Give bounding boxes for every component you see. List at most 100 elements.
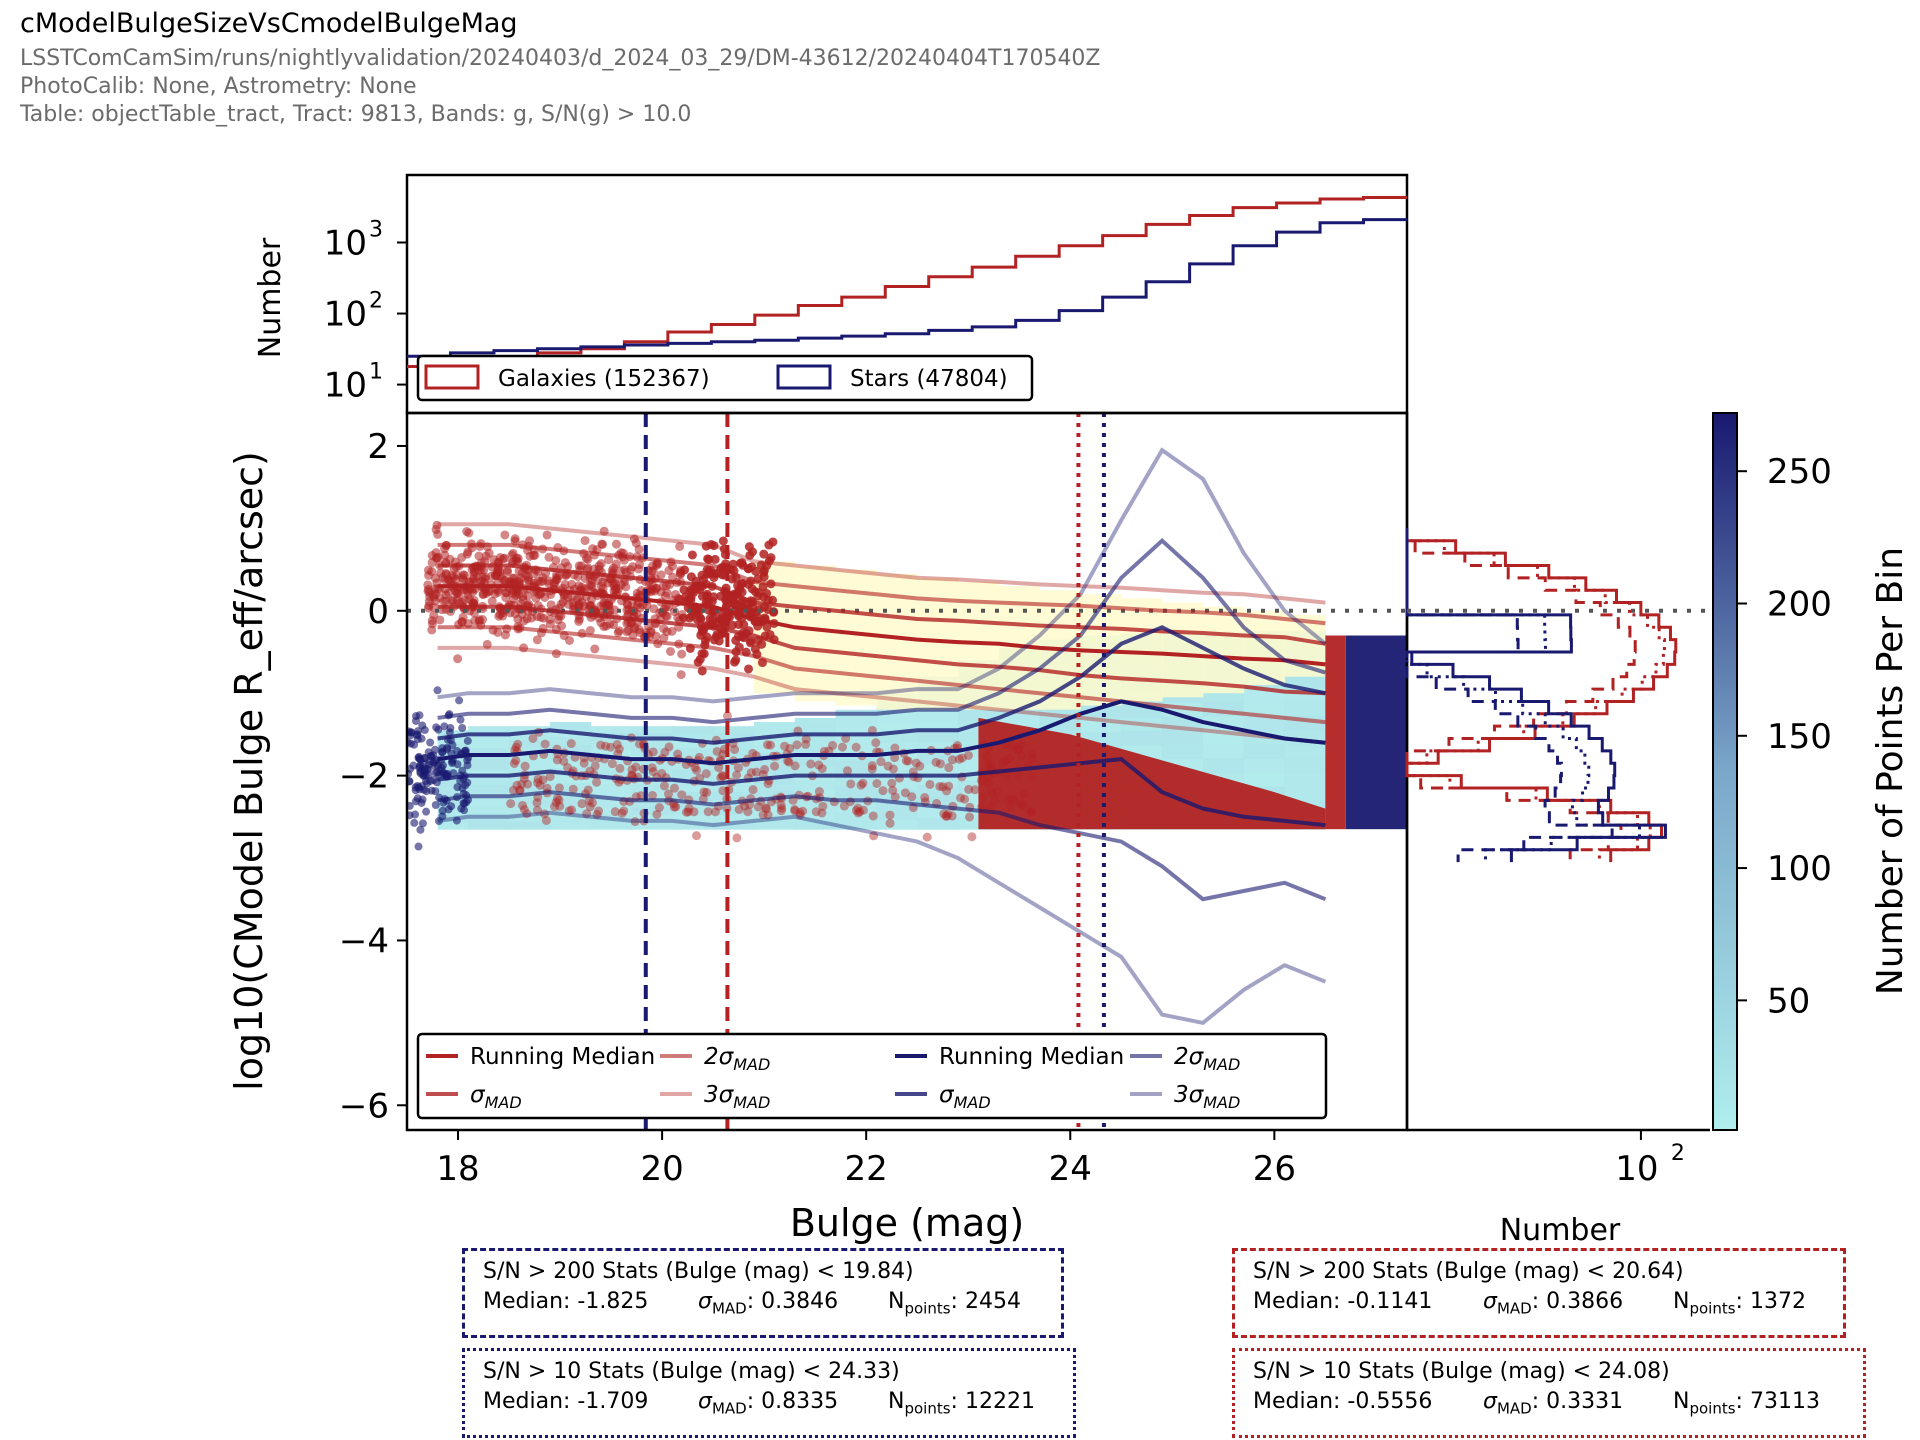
star-density-cell [1243,716,1286,731]
colorbar-tick-label: 100 [1767,849,1832,889]
galaxy-point [722,711,732,721]
galaxy-point [717,771,727,781]
galaxy-point [730,745,740,755]
galaxy-point [828,740,838,750]
galaxy-point [541,815,551,825]
star-density-cell [876,722,918,733]
galaxy-point [942,786,952,796]
galaxy-point [604,555,614,565]
stars-faint-stats-box: S/N > 10 Stats (Bulge (mag) < 24.33) Med… [462,1348,1076,1438]
galaxy-point [744,542,754,552]
star-density-cell [549,821,592,830]
galaxy-point [790,761,800,771]
star-density-cell [876,790,918,801]
star-density-cell [835,820,877,830]
galaxy-point [846,779,856,789]
galaxy-point [584,796,594,806]
star-density-cell [549,722,592,731]
star-density-cell [876,761,918,772]
galaxy-point [731,635,741,645]
galaxy-point [693,657,703,667]
galaxy-point [659,781,669,791]
star-density-cell [713,726,755,735]
galaxy-point [718,536,728,546]
galaxy-point [533,778,543,788]
galaxy-point [652,560,662,570]
star-sigma-mad-lower-line [437,757,1326,828]
galaxy-point [484,548,494,558]
galaxy-point [784,757,794,767]
sigma-sub: MAD [711,1399,747,1418]
star-density-cell [835,803,877,813]
star-point [458,766,467,775]
galaxy-point [960,794,970,804]
galaxy-point [817,808,827,818]
star-density-cell [1284,744,1326,760]
star-density-cell [1284,772,1326,788]
star-point [429,776,438,785]
stars-bright-stats-title: S/N > 200 Stats (Bulge (mag) < 19.84) [483,1259,914,1284]
galaxy-point [760,765,770,775]
galaxy-point [911,758,921,768]
star-point [455,696,464,705]
galaxy-point [636,791,646,801]
star-point [440,722,449,731]
star-density-cell [794,821,837,830]
galaxy-point [876,757,886,767]
star-density-cell [794,741,837,751]
galaxy-point [667,626,677,636]
galaxy-point [545,614,555,624]
galaxy-point [777,803,787,813]
galaxy-point [1026,771,1036,781]
star-point [456,715,465,724]
galaxy-point [500,553,510,563]
star-density-cell [672,748,714,757]
star-density-cell [590,755,632,764]
galaxy-point [992,786,1002,796]
galaxy-point [682,807,692,817]
galaxy-point [457,617,467,627]
star-density-cell [1243,772,1286,788]
star-density-cell [590,785,632,793]
star-density-cell [672,733,714,742]
galaxy-point [590,644,600,654]
galaxy-point [432,553,442,563]
galaxy-point [552,755,562,765]
galaxy-point [606,742,616,752]
star-point [446,724,455,733]
star-density-cell [876,819,918,830]
galaxy-point [664,742,674,752]
star-point [419,759,428,768]
galaxy-point [516,573,526,583]
star-three-sigma-lower-line [437,810,1327,1026]
galaxy-point [551,556,561,566]
galaxy-point [573,594,583,604]
y-tick-label: 2 [367,427,389,467]
star-density-cell [1202,758,1245,774]
galaxy-point [1000,756,1010,766]
star-two-sigma-lower-line [437,790,1327,902]
star-density-cell [590,726,632,735]
star-density-cell [958,708,1000,722]
galaxy-point [517,779,527,789]
galaxy-point [700,636,710,646]
galaxy-point [890,743,900,753]
star-point [438,806,447,815]
star-density-cell [468,726,510,735]
galaxy-point [607,566,617,576]
galaxy-sigma-mad-lower-line [437,604,1326,696]
galaxy-point [647,790,657,800]
galaxy-point [692,765,702,775]
galaxy-point [577,799,587,809]
galaxy-point [480,572,490,582]
star-density-cell [753,745,796,754]
galaxy-point [947,755,957,765]
galaxy-point [888,785,898,795]
galaxy-point [684,803,694,813]
x-tick-label: 22 [845,1149,888,1189]
galaxy-point [757,639,767,649]
galaxy-point [601,621,611,631]
table-line: Table: objectTable_tract, Tract: 9813, B… [20,102,692,127]
galaxy-point [839,801,849,811]
galaxy-point [608,620,618,630]
